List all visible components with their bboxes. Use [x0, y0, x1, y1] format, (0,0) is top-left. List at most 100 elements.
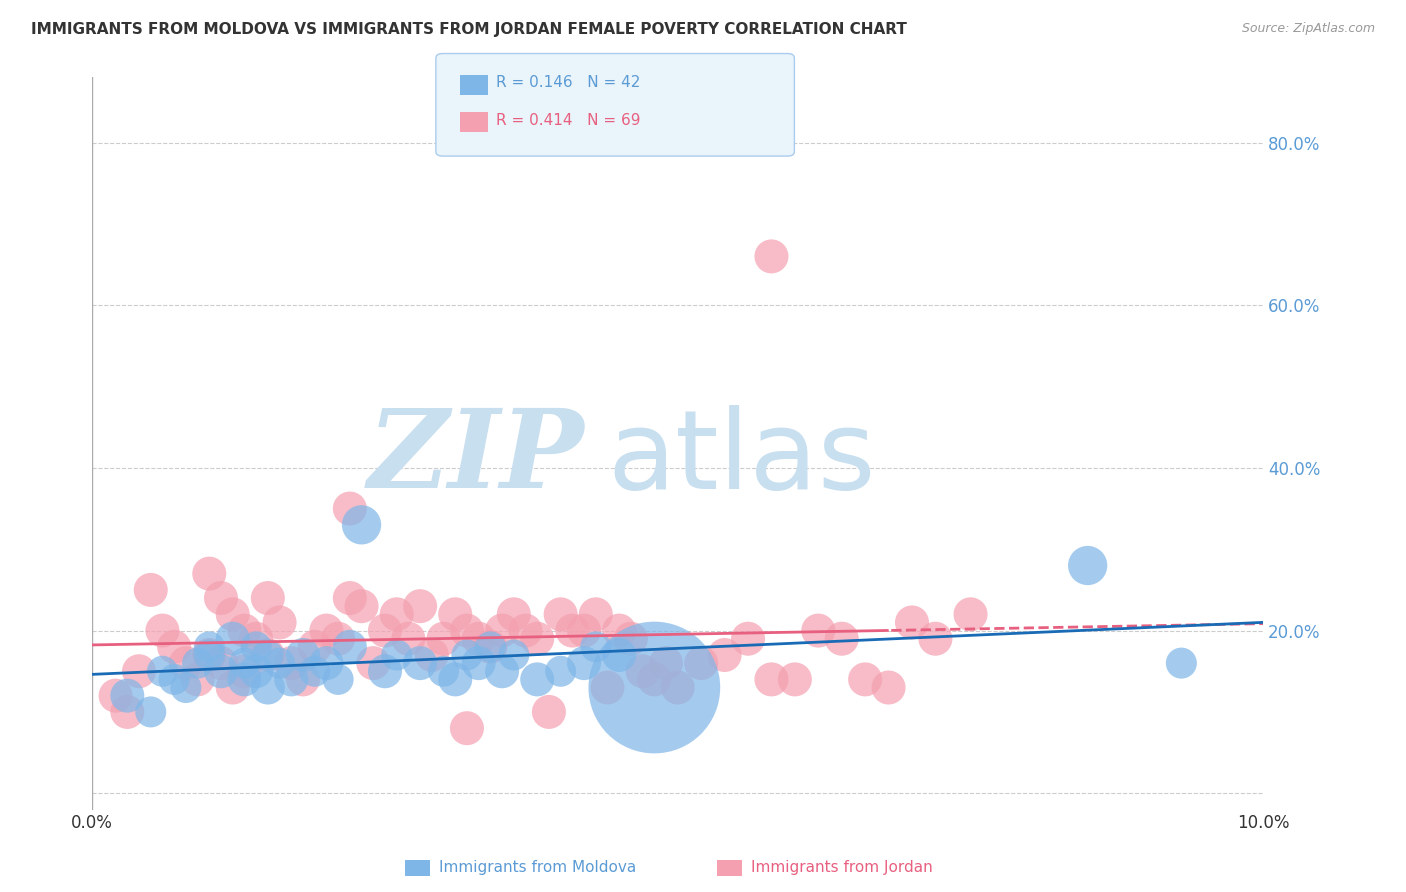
Point — [374, 624, 396, 638]
Text: Immigrants from Moldova: Immigrants from Moldova — [439, 860, 636, 874]
Point — [690, 656, 713, 670]
Point — [550, 665, 572, 679]
Point — [257, 648, 280, 662]
Point — [245, 640, 267, 654]
Point — [1077, 558, 1099, 573]
Point — [339, 591, 361, 605]
Point — [550, 607, 572, 622]
Point — [456, 721, 478, 735]
Point — [163, 640, 186, 654]
Point — [257, 681, 280, 695]
Point — [396, 632, 419, 646]
Point — [198, 640, 221, 654]
Point — [315, 624, 337, 638]
Point — [877, 681, 900, 695]
Point — [572, 656, 595, 670]
Point — [315, 656, 337, 670]
Point — [257, 648, 280, 662]
Point — [222, 681, 245, 695]
Point — [187, 656, 209, 670]
Point — [304, 640, 326, 654]
Point — [117, 705, 139, 719]
Point — [233, 656, 256, 670]
Point — [467, 656, 489, 670]
Point — [222, 607, 245, 622]
Point — [585, 640, 607, 654]
Point — [245, 665, 267, 679]
Point — [643, 673, 665, 687]
Point — [853, 673, 876, 687]
Point — [901, 615, 924, 630]
Text: R = 0.146   N = 42: R = 0.146 N = 42 — [496, 76, 641, 90]
Point — [291, 673, 314, 687]
Point — [537, 705, 560, 719]
Point — [233, 665, 256, 679]
Point — [761, 673, 783, 687]
Text: R = 0.414   N = 69: R = 0.414 N = 69 — [496, 113, 641, 128]
Point — [152, 665, 174, 679]
Point — [959, 607, 981, 622]
Point — [280, 673, 302, 687]
Point — [807, 624, 830, 638]
Point — [350, 517, 373, 532]
Point — [643, 681, 665, 695]
Point — [326, 632, 349, 646]
Text: atlas: atlas — [607, 405, 876, 512]
Point — [1170, 656, 1192, 670]
Text: IMMIGRANTS FROM MOLDOVA VS IMMIGRANTS FROM JORDAN FEMALE POVERTY CORRELATION CHA: IMMIGRANTS FROM MOLDOVA VS IMMIGRANTS FR… — [31, 22, 907, 37]
Point — [245, 632, 267, 646]
Point — [467, 632, 489, 646]
Point — [128, 665, 150, 679]
Text: Source: ZipAtlas.com: Source: ZipAtlas.com — [1241, 22, 1375, 36]
Point — [502, 648, 524, 662]
Text: ZIP: ZIP — [367, 404, 583, 512]
Point — [374, 665, 396, 679]
Point — [152, 624, 174, 638]
Point — [233, 624, 256, 638]
Point — [502, 607, 524, 622]
Point — [187, 673, 209, 687]
Point — [456, 648, 478, 662]
Point — [432, 665, 454, 679]
Point — [209, 591, 232, 605]
Point — [924, 632, 946, 646]
Point — [198, 648, 221, 662]
Point — [361, 656, 384, 670]
Point — [666, 681, 689, 695]
Point — [596, 681, 619, 695]
Point — [585, 607, 607, 622]
Point — [655, 656, 678, 670]
Point — [620, 632, 643, 646]
Point — [713, 648, 735, 662]
Point — [432, 632, 454, 646]
Point — [209, 656, 232, 670]
Point — [139, 705, 162, 719]
Point — [526, 673, 548, 687]
Point — [117, 689, 139, 703]
Point — [163, 673, 186, 687]
Point — [479, 640, 502, 654]
Text: Immigrants from Jordan: Immigrants from Jordan — [751, 860, 932, 874]
Point — [479, 640, 502, 654]
Point — [515, 624, 537, 638]
Point — [409, 599, 432, 614]
Point — [339, 640, 361, 654]
Point — [526, 632, 548, 646]
Point — [491, 665, 513, 679]
Point — [339, 501, 361, 516]
Point — [631, 665, 654, 679]
Point — [607, 624, 630, 638]
Point — [572, 624, 595, 638]
Point — [420, 648, 443, 662]
Point — [831, 632, 853, 646]
Point — [385, 648, 408, 662]
Point — [269, 656, 291, 670]
Point — [350, 599, 373, 614]
Point — [257, 591, 280, 605]
Point — [761, 249, 783, 263]
Point — [174, 656, 197, 670]
Point — [280, 656, 302, 670]
Point — [291, 648, 314, 662]
Point — [444, 673, 467, 687]
Point — [491, 624, 513, 638]
